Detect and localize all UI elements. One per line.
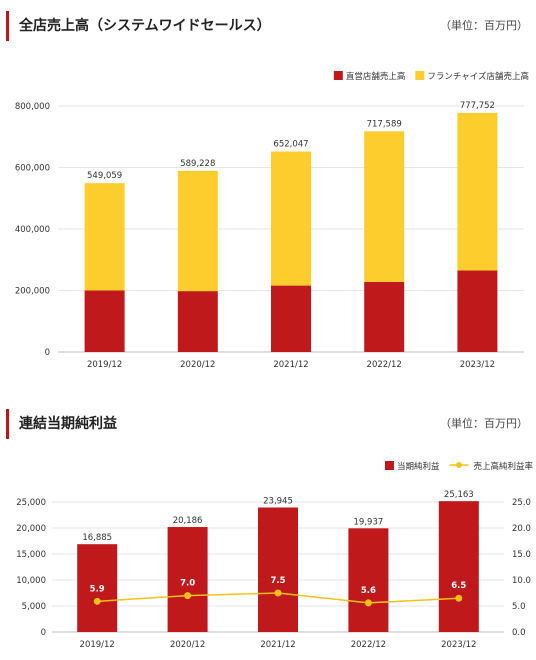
bar-total-label: 652,047	[273, 139, 308, 149]
profit-margin-point	[93, 597, 101, 605]
legend-label: 当期純利益	[397, 461, 440, 472]
bar-total-label: 777,752	[460, 101, 495, 111]
profit-margin-point	[455, 594, 463, 602]
y-tick-label: 200,000	[15, 287, 50, 297]
y-tick-label-right: 20.0	[512, 524, 531, 534]
bar-direct-sales	[364, 281, 405, 352]
bar-total-label: 549,059	[87, 171, 122, 181]
net-income-chart: 売上高純利益率 当期純利益 0 5,000 10,000 15,000 20,000 25,0…	[16, 461, 533, 650]
bar-value-label: 25,163	[444, 490, 474, 500]
bar-franchise-sales	[364, 131, 405, 282]
bar-value-label: 20,186	[173, 516, 203, 526]
sales-unit-label: （単位：百万円）	[440, 19, 528, 32]
x-tick-label: 2022/12	[351, 640, 386, 650]
bar-direct-sales	[84, 290, 125, 352]
y-tick-label: 0	[45, 348, 50, 358]
y-tick-label-right: 25.0	[512, 498, 531, 508]
legend-label: 直営店舗売上高	[346, 71, 406, 82]
x-tick-label: 2023/12	[460, 360, 495, 370]
bar-net-income	[348, 528, 389, 632]
profit-margin-label: 5.6	[361, 586, 376, 596]
bar-total-label: 717,589	[367, 119, 402, 129]
bar-franchise-sales	[271, 151, 311, 286]
x-tick-label: 2019/12	[87, 360, 122, 370]
y-tick-label-left: 20,000	[16, 524, 46, 534]
bar-franchise-sales	[457, 112, 498, 271]
x-tick-label: 2019/12	[80, 640, 115, 650]
bar-franchise-sales	[84, 183, 125, 291]
legend-swatch	[415, 71, 425, 80]
y-tick-label-right: 5.0	[512, 602, 526, 612]
legend-marker	[455, 462, 462, 468]
y-tick-label-right: 0.0	[512, 628, 526, 638]
profit-margin-point	[184, 592, 192, 600]
bar-direct-sales	[271, 285, 311, 352]
x-tick-label: 2020/12	[180, 360, 215, 370]
bar-direct-sales	[177, 291, 218, 352]
bar-value-label: 23,945	[263, 496, 293, 506]
profit-margin-label: 7.5	[270, 576, 285, 586]
y-tick-label: 600,000	[15, 164, 50, 174]
bar-franchise-sales	[177, 170, 218, 292]
x-tick-label: 2022/12	[367, 360, 402, 370]
y-tick-label-left: 10,000	[16, 576, 46, 586]
bar-total-label: 589,228	[180, 159, 215, 169]
legend-swatch	[384, 461, 394, 470]
profit-margin-label: 5.9	[90, 584, 105, 594]
x-tick-label: 2020/12	[170, 640, 205, 650]
x-tick-label: 2023/12	[441, 640, 476, 650]
x-tick-label: 2021/12	[273, 360, 308, 370]
profit-margin-point	[274, 589, 282, 597]
net-income-unit-label: （単位：百万円）	[440, 417, 528, 430]
bar-direct-sales	[457, 270, 498, 352]
y-tick-label-right: 10.0	[512, 576, 531, 586]
net-income-section: 連結当期純利益 （単位：百万円） 売上高純利益率 当期純利益 0 5,000 10,00…	[0, 398, 536, 660]
legend-swatch	[333, 71, 343, 80]
bar-net-income	[77, 544, 118, 632]
sales-chart: フランチャイズ店舗売上高 直営店舗売上高 0 200,000 400,000 600,00…	[15, 71, 529, 370]
y-tick-label-left: 5,000	[22, 602, 46, 612]
bar-net-income	[258, 507, 298, 632]
y-tick-label-left: 15,000	[16, 550, 46, 560]
y-tick-label-left: 25,000	[16, 498, 46, 508]
bar-value-label: 16,885	[82, 533, 112, 543]
sales-section-title: 全店売上高（システムワイドセールス）	[6, 11, 271, 41]
y-tick-label: 400,000	[15, 225, 50, 235]
net-income-section-title: 連結当期純利益	[6, 409, 117, 439]
x-tick-label: 2021/12	[260, 640, 295, 650]
y-tick-label-right: 15.0	[512, 550, 531, 560]
y-tick-label-left: 0	[41, 628, 46, 638]
y-tick-label: 800,000	[15, 102, 50, 112]
profit-margin-label: 6.5	[451, 581, 466, 591]
sales-section: 全店売上高（システムワイドセールス） （単位：百万円） フランチャイズ店舗売上高…	[6, 11, 529, 370]
profit-margin-label: 7.0	[180, 579, 195, 589]
bar-net-income	[167, 527, 208, 632]
profit-margin-point	[364, 599, 372, 607]
bar-value-label: 19,937	[354, 517, 384, 527]
bar-net-income	[438, 501, 479, 632]
legend-label: フランチャイズ店舗売上高	[427, 71, 529, 82]
legend-label: 売上高純利益率	[473, 461, 533, 472]
